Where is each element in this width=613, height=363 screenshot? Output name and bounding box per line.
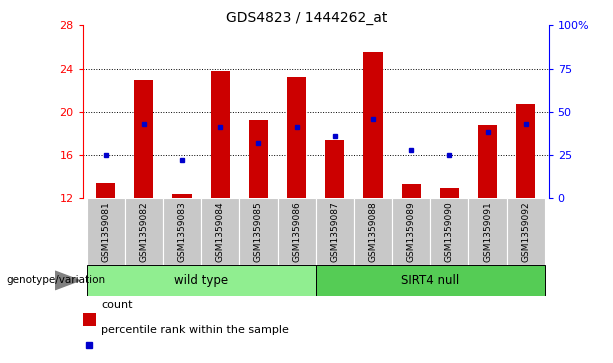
Text: GSM1359083: GSM1359083 bbox=[178, 201, 186, 262]
Bar bbox=[402, 184, 421, 198]
Bar bbox=[392, 198, 430, 265]
Text: GSM1359091: GSM1359091 bbox=[483, 201, 492, 262]
Bar bbox=[86, 265, 316, 296]
Text: GSM1359086: GSM1359086 bbox=[292, 201, 301, 262]
Text: GSM1359084: GSM1359084 bbox=[216, 201, 225, 262]
Text: genotype/variation: genotype/variation bbox=[6, 276, 105, 285]
Text: GDS4823 / 1444262_at: GDS4823 / 1444262_at bbox=[226, 11, 387, 25]
Text: GSM1359090: GSM1359090 bbox=[445, 201, 454, 262]
Bar bbox=[249, 120, 268, 198]
Text: wild type: wild type bbox=[174, 274, 228, 287]
Polygon shape bbox=[55, 271, 80, 290]
Bar bbox=[239, 198, 278, 265]
Text: SIRT4 null: SIRT4 null bbox=[401, 274, 459, 287]
Bar bbox=[430, 198, 468, 265]
Bar bbox=[326, 140, 345, 198]
Bar bbox=[287, 77, 306, 198]
Text: GSM1359089: GSM1359089 bbox=[406, 201, 416, 262]
Text: count: count bbox=[101, 300, 132, 310]
Text: GSM1359092: GSM1359092 bbox=[521, 201, 530, 262]
Bar bbox=[364, 52, 383, 198]
Bar bbox=[478, 125, 497, 198]
Text: GSM1359088: GSM1359088 bbox=[368, 201, 378, 262]
Bar bbox=[440, 188, 459, 198]
Bar bbox=[316, 198, 354, 265]
Text: GSM1359081: GSM1359081 bbox=[101, 201, 110, 262]
Bar bbox=[172, 193, 192, 198]
Bar bbox=[163, 198, 201, 265]
Text: GSM1359085: GSM1359085 bbox=[254, 201, 263, 262]
Bar bbox=[506, 198, 545, 265]
Bar bbox=[201, 198, 239, 265]
Bar bbox=[354, 198, 392, 265]
Bar bbox=[211, 71, 230, 198]
Text: GSM1359082: GSM1359082 bbox=[139, 201, 148, 262]
Bar bbox=[86, 198, 125, 265]
Bar bbox=[316, 265, 545, 296]
Bar bbox=[468, 198, 506, 265]
Text: GSM1359087: GSM1359087 bbox=[330, 201, 339, 262]
Bar bbox=[516, 104, 535, 198]
Text: percentile rank within the sample: percentile rank within the sample bbox=[101, 325, 289, 335]
Bar bbox=[134, 80, 153, 198]
Bar bbox=[278, 198, 316, 265]
Bar bbox=[125, 198, 163, 265]
Bar bbox=[96, 183, 115, 198]
